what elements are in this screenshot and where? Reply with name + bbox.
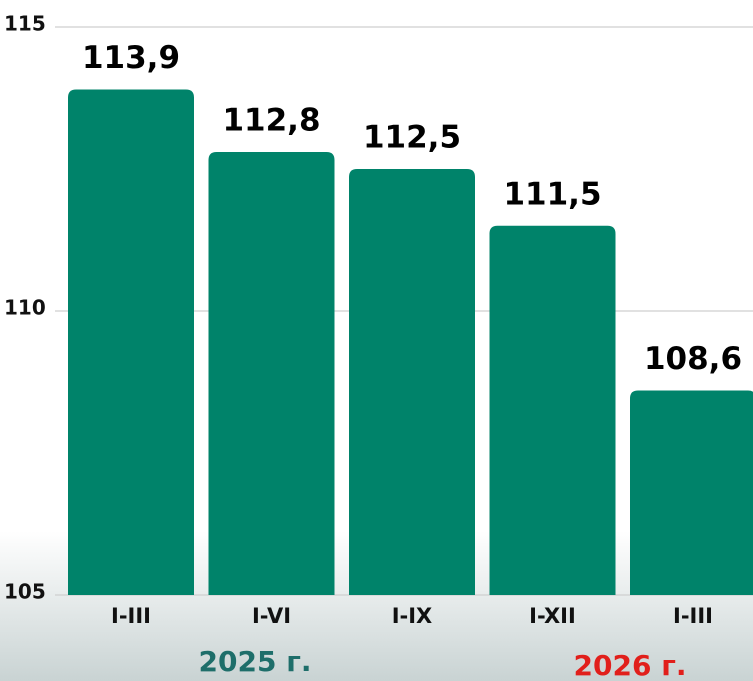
group-label: 2026 г. xyxy=(574,649,687,681)
data-label: 108,6 xyxy=(644,341,742,377)
data-label: 113,9 xyxy=(82,40,180,76)
group-label: 2025 г. xyxy=(199,645,312,678)
y-tick-label: 110 xyxy=(4,296,46,320)
x-tick-label: I-XII xyxy=(529,604,576,628)
bar xyxy=(630,390,753,595)
data-label: 112,8 xyxy=(222,102,320,138)
data-label: 112,5 xyxy=(363,120,461,156)
bar xyxy=(349,169,475,595)
y-tick-label: 115 xyxy=(4,12,46,36)
x-tick-label: I-IX xyxy=(392,604,433,628)
y-tick-label: 105 xyxy=(4,580,46,604)
bar xyxy=(489,225,616,596)
data-label: 111,5 xyxy=(503,176,601,212)
bar xyxy=(68,89,194,595)
x-tick-label: I-III xyxy=(673,604,713,628)
x-tick-label: I-VI xyxy=(252,604,291,628)
bar xyxy=(208,151,335,595)
x-tick-label: I-III xyxy=(111,604,151,628)
